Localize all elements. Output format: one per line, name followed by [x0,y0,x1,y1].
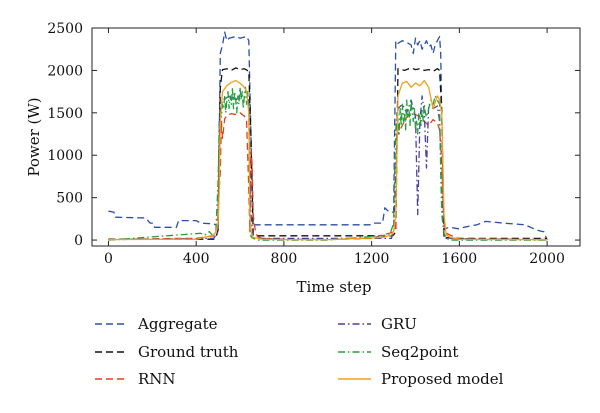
series-line-ground-truth [108,67,548,240]
legend-item: GRU [338,315,417,333]
y-tick-label: 2000 [47,63,83,79]
series-line-gru [108,95,548,241]
legend-item: Proposed model [338,370,504,388]
legend-item: Seq2point [338,343,458,361]
x-tick-label: 1600 [442,251,478,267]
legend-item: Aggregate [95,315,218,333]
series-line-aggregate [108,31,548,241]
legend-label: GRU [381,315,417,333]
series-line-rnn [108,112,548,241]
y-tick-label: 0 [74,233,83,249]
axes-layer: 0 400 800 1200 1600 2000 0 500 1000 1500 2000 2500 [47,21,580,267]
legend-label: Proposed model [381,370,504,388]
y-axis-label: Power (W) [25,97,43,176]
y-tick-label: 2500 [47,21,83,37]
x-tick-label: 2000 [529,251,565,267]
series-line-seq2point [108,86,548,241]
x-tick-label: 800 [271,251,298,267]
x-axis-label: Time step [297,278,372,296]
x-tick-label: 0 [104,251,113,267]
legend-label: RNN [138,370,176,388]
plot-frame [91,27,581,247]
y-tick-label: 1500 [47,106,83,122]
x-tick-label: 1200 [354,251,390,267]
legend-label: Ground truth [138,343,239,361]
x-tick-label: 400 [183,251,210,267]
series-line-proposed-model [108,79,548,241]
legend-item: RNN [95,370,176,388]
legend-item: Ground truth [95,343,239,361]
legend: Aggregate Ground truth RNN GRU Seq2point Prop… [95,315,504,388]
legend-label: Aggregate [137,315,218,333]
y-tick-label: 500 [56,191,83,207]
y-tick-label: 1000 [47,148,83,164]
series-layer [108,31,548,241]
legend-label: Seq2point [381,343,458,361]
